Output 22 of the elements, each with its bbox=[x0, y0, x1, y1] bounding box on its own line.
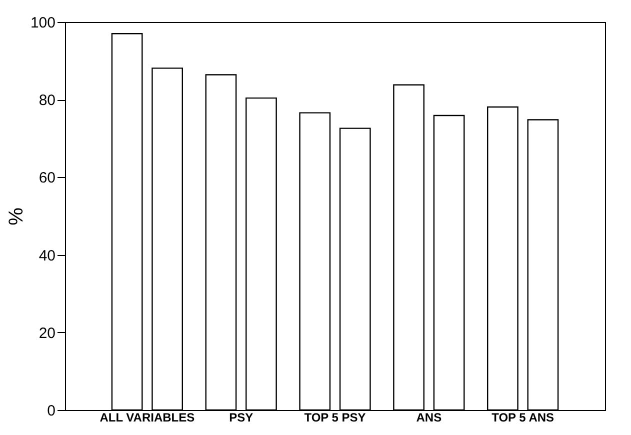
bar bbox=[487, 106, 518, 411]
bar bbox=[339, 128, 371, 411]
bar bbox=[246, 97, 277, 411]
x-tick-label: ALL VARIABLES bbox=[100, 410, 195, 424]
bar bbox=[393, 84, 424, 411]
y-tick-label: 80 bbox=[38, 92, 56, 110]
bar bbox=[205, 74, 237, 411]
bar bbox=[152, 68, 183, 411]
x-tick-label: ANS bbox=[416, 410, 442, 424]
bar bbox=[299, 112, 331, 411]
x-tick-label: TOP 5 ANS bbox=[492, 410, 554, 424]
y-axis-title: % bbox=[5, 207, 28, 226]
y-tick-label: 100 bbox=[30, 14, 56, 32]
y-tick-label: 40 bbox=[38, 247, 56, 264]
y-tick-label: 60 bbox=[38, 170, 56, 187]
x-tick-label: PSY bbox=[229, 410, 254, 424]
bar bbox=[527, 119, 559, 411]
y-tick-label: 0 bbox=[47, 402, 56, 420]
x-tick-label: TOP 5 PSY bbox=[304, 410, 366, 424]
bar bbox=[433, 114, 465, 411]
bar bbox=[111, 33, 143, 411]
y-tick-label: 20 bbox=[38, 324, 56, 342]
